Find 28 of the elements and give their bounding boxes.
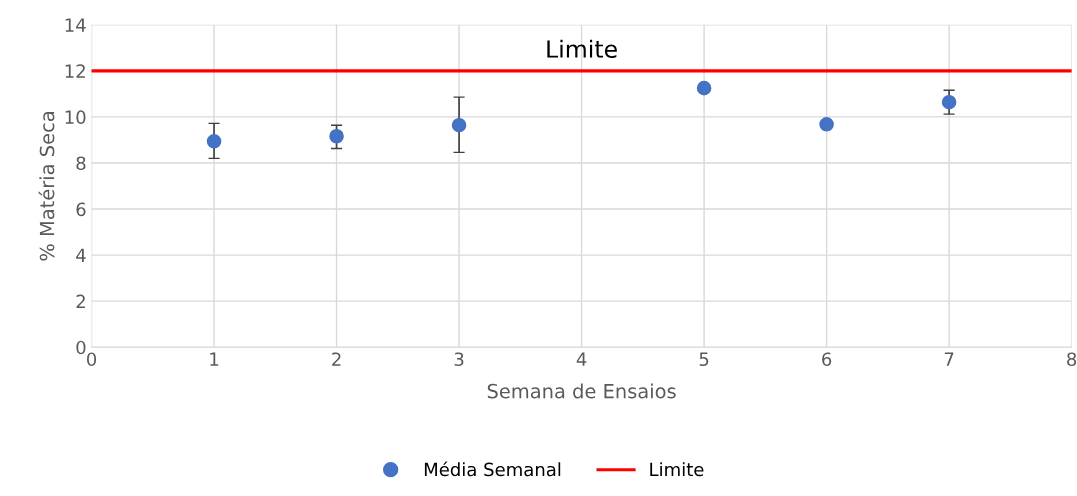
- y-tick-label: 8: [76, 156, 86, 171]
- x-tick-label: 8: [1067, 352, 1077, 367]
- annotation: Limite: [547, 39, 617, 58]
- y-tick-label: 12: [65, 64, 85, 78]
- y-tick-label: 4: [76, 248, 86, 262]
- point: [941, 94, 957, 110]
- point: [206, 134, 222, 149]
- legend-label: Limite: [650, 462, 704, 477]
- point: [451, 117, 467, 133]
- y-tick-label: 2: [76, 294, 85, 308]
- y-tick-label: 14: [65, 18, 86, 32]
- x-tick-label: 5: [699, 352, 709, 367]
- y-tick-label: 10: [65, 110, 86, 125]
- y-tick-label: 0: [76, 340, 86, 355]
- point: [329, 128, 344, 144]
- x-tick-label: 6: [822, 352, 832, 367]
- x-tick-label: 7: [944, 352, 954, 366]
- y-tick-label: 6: [76, 202, 86, 217]
- x-tick-label: 3: [454, 352, 464, 367]
- y-axis-title: % Matéria Seca: [38, 112, 55, 261]
- point: [819, 117, 834, 132]
- legend-label: Média Semanal: [424, 461, 561, 477]
- x-tick-label: 1: [210, 352, 219, 366]
- point: [696, 80, 712, 96]
- x-axis-title: Semana de Ensaios: [487, 383, 676, 399]
- x-tick-label: 4: [576, 352, 587, 366]
- x-tick-label: 2: [332, 352, 341, 366]
- x-tick-label: 0: [86, 352, 97, 367]
